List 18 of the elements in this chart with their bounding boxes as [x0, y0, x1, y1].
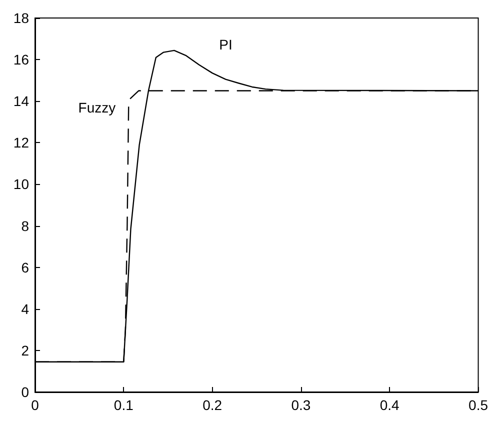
- y-tick-label: 0: [21, 384, 30, 400]
- y-tick-label: 8: [21, 218, 30, 234]
- y-tick-label: 6: [21, 259, 30, 276]
- y-tick-label: 10: [13, 176, 30, 192]
- x-tick-label: 0.1: [114, 397, 134, 413]
- y-tick-label: 18: [13, 10, 30, 26]
- x-tick-label: 0: [31, 397, 40, 413]
- y-tick-label: 4: [21, 300, 30, 317]
- x-tick-label: 0.2: [202, 397, 222, 413]
- series-label: Fuzzy: [78, 99, 116, 116]
- x-tick-label: 0.5: [468, 397, 488, 413]
- x-tick-label: 0.4: [380, 397, 400, 413]
- y-tick-label: 16: [13, 52, 30, 68]
- y-tick-label: 14: [13, 93, 30, 110]
- y-tick-label: 12: [13, 134, 30, 151]
- y-tick-label: 2: [21, 342, 30, 358]
- x-tick-label: 0.3: [291, 397, 311, 413]
- series-label: PI: [219, 36, 232, 52]
